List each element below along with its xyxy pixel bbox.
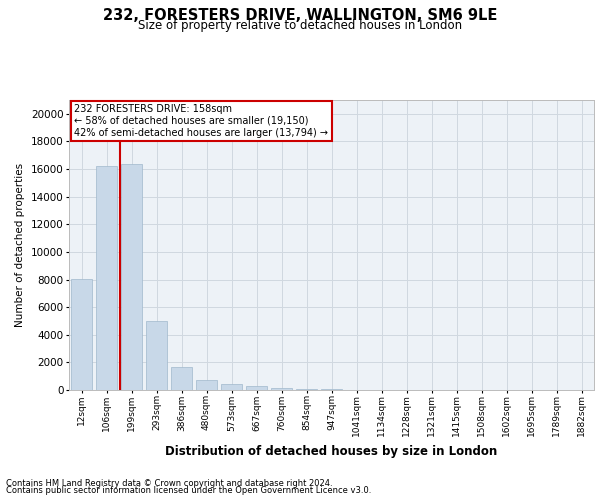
Bar: [196, 380, 217, 390]
Text: Contains HM Land Registry data © Crown copyright and database right 2024.: Contains HM Land Registry data © Crown c…: [6, 478, 332, 488]
Bar: [246, 386, 267, 390]
Bar: [296, 389, 317, 390]
Bar: [221, 384, 242, 390]
Bar: [171, 367, 192, 390]
Bar: [71, 279, 92, 390]
Bar: [121, 164, 142, 390]
Bar: [146, 321, 167, 390]
Text: 232, FORESTERS DRIVE, WALLINGTON, SM6 9LE: 232, FORESTERS DRIVE, WALLINGTON, SM6 9L…: [103, 8, 497, 22]
X-axis label: Distribution of detached houses by size in London: Distribution of detached houses by size …: [166, 444, 497, 458]
Bar: [271, 388, 292, 390]
Bar: [96, 166, 117, 390]
Text: 232 FORESTERS DRIVE: 158sqm
← 58% of detached houses are smaller (19,150)
42% of: 232 FORESTERS DRIVE: 158sqm ← 58% of det…: [74, 104, 328, 138]
Y-axis label: Number of detached properties: Number of detached properties: [15, 163, 25, 327]
Text: Size of property relative to detached houses in London: Size of property relative to detached ho…: [138, 18, 462, 32]
Text: Contains public sector information licensed under the Open Government Licence v3: Contains public sector information licen…: [6, 486, 371, 495]
